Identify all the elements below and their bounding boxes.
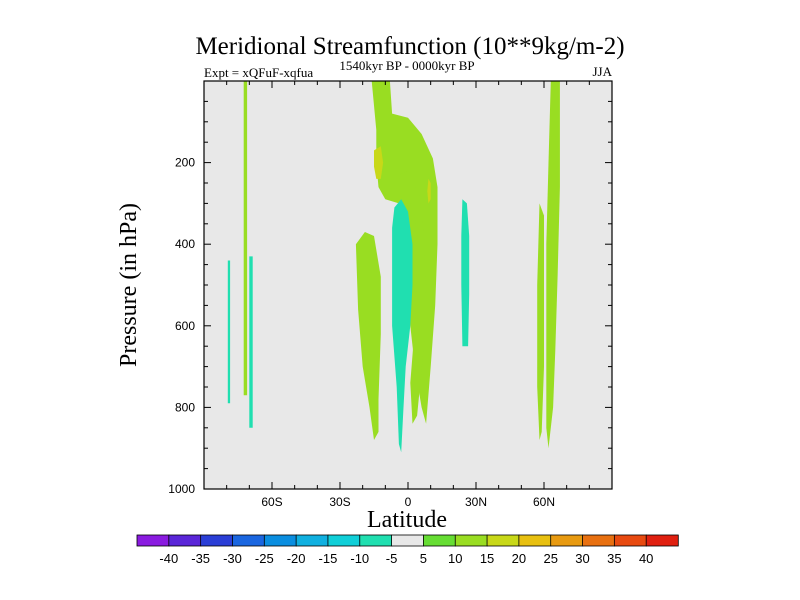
contour-sh-subtropical-negative-cell bbox=[392, 199, 413, 453]
y-tick-label: 1000 bbox=[168, 482, 195, 496]
colorbar-swatch bbox=[454, 534, 488, 547]
colorbar-label: 5 bbox=[420, 551, 427, 566]
colorbar-swatch bbox=[168, 534, 202, 547]
contour-nh-high-lat-positive-cell-2 bbox=[537, 203, 544, 440]
y-tick-label: 800 bbox=[175, 400, 195, 414]
chart-title: Meridional Streamfunction (10**9kg/m-2) bbox=[195, 33, 624, 60]
colorbar-swatch bbox=[613, 534, 647, 547]
colorbar-swatch bbox=[391, 534, 425, 547]
colorbar-swatch bbox=[327, 534, 361, 547]
contour-sh-high-lat-negative-1 bbox=[227, 260, 231, 404]
contour-tropical-positive-arm bbox=[398, 170, 427, 424]
colorbar-swatch bbox=[486, 534, 520, 547]
x-tick-label: 60S bbox=[261, 495, 282, 509]
colorbar-label: -15 bbox=[319, 551, 338, 566]
x-tick-label: 30S bbox=[329, 495, 350, 509]
colorbar: -40 -35 -30 -25 -20 -15 -10 -5 5 10 15 20 25 30 35 40 bbox=[136, 534, 679, 566]
colorbar-swatch bbox=[423, 534, 456, 547]
colorbar-label: 35 bbox=[607, 551, 621, 566]
colorbar-label: -5 bbox=[386, 551, 398, 566]
y-tick-label: 600 bbox=[175, 319, 195, 333]
right-label: JJA bbox=[592, 64, 612, 79]
colorbar-label: 10 bbox=[448, 551, 462, 566]
contour-nh-subtropical-negative-cell bbox=[461, 199, 470, 347]
y-tick-label: 400 bbox=[175, 237, 195, 251]
colorbar-swatch bbox=[136, 534, 170, 547]
colorbar-swatch bbox=[232, 534, 265, 547]
colorbar-label: 20 bbox=[512, 551, 526, 566]
contour-sh-high-lat-negative-2 bbox=[249, 256, 253, 428]
y-axis-label: Pressure (in hPa) bbox=[116, 203, 142, 367]
colorbar-label: -10 bbox=[350, 551, 369, 566]
colorbar-swatch bbox=[582, 534, 616, 547]
axis-ticks: 60S 30S 0 30N 60N 200 400 600 800 1000 bbox=[168, 81, 612, 509]
colorbar-swatch bbox=[200, 534, 234, 547]
contour-regions bbox=[227, 81, 560, 453]
colorbar-label: 15 bbox=[480, 551, 494, 566]
contour-tropical-positive-lower-left bbox=[355, 232, 381, 440]
colorbar-swatch bbox=[518, 534, 552, 547]
y-tick-label: 200 bbox=[175, 156, 195, 170]
colorbar-label: -20 bbox=[287, 551, 306, 566]
x-tick-label: 30N bbox=[465, 495, 487, 509]
x-axis-label: Latitude bbox=[367, 507, 447, 533]
x-tick-label: 60N bbox=[533, 495, 555, 509]
colorbar-label: 40 bbox=[639, 551, 653, 566]
contour-sh-high-lat-positive-strip bbox=[243, 81, 248, 396]
colorbar-swatch bbox=[645, 534, 679, 547]
colorbar-label: -35 bbox=[191, 551, 210, 566]
colorbar-swatch bbox=[263, 534, 297, 547]
colorbar-swatch bbox=[295, 534, 329, 547]
center-label: 1540kyr BP - 0000kyr BP bbox=[339, 58, 474, 73]
colorbar-label: 30 bbox=[575, 551, 589, 566]
contour-upper-positive-core bbox=[374, 146, 384, 179]
x-tick-label: 0 bbox=[405, 495, 412, 509]
colorbar-label: -25 bbox=[255, 551, 274, 566]
colorbar-swatch bbox=[359, 534, 393, 547]
colorbar-label: 25 bbox=[543, 551, 557, 566]
colorbar-label: -30 bbox=[223, 551, 242, 566]
contour-nh-high-lat-positive-cell-1 bbox=[546, 81, 560, 449]
colorbar-swatch bbox=[550, 534, 584, 547]
colorbar-label: -40 bbox=[159, 551, 178, 566]
left-label: Expt = xQFuF-xqfua bbox=[204, 65, 313, 80]
contour-nh-upper-positive-core bbox=[427, 178, 431, 204]
